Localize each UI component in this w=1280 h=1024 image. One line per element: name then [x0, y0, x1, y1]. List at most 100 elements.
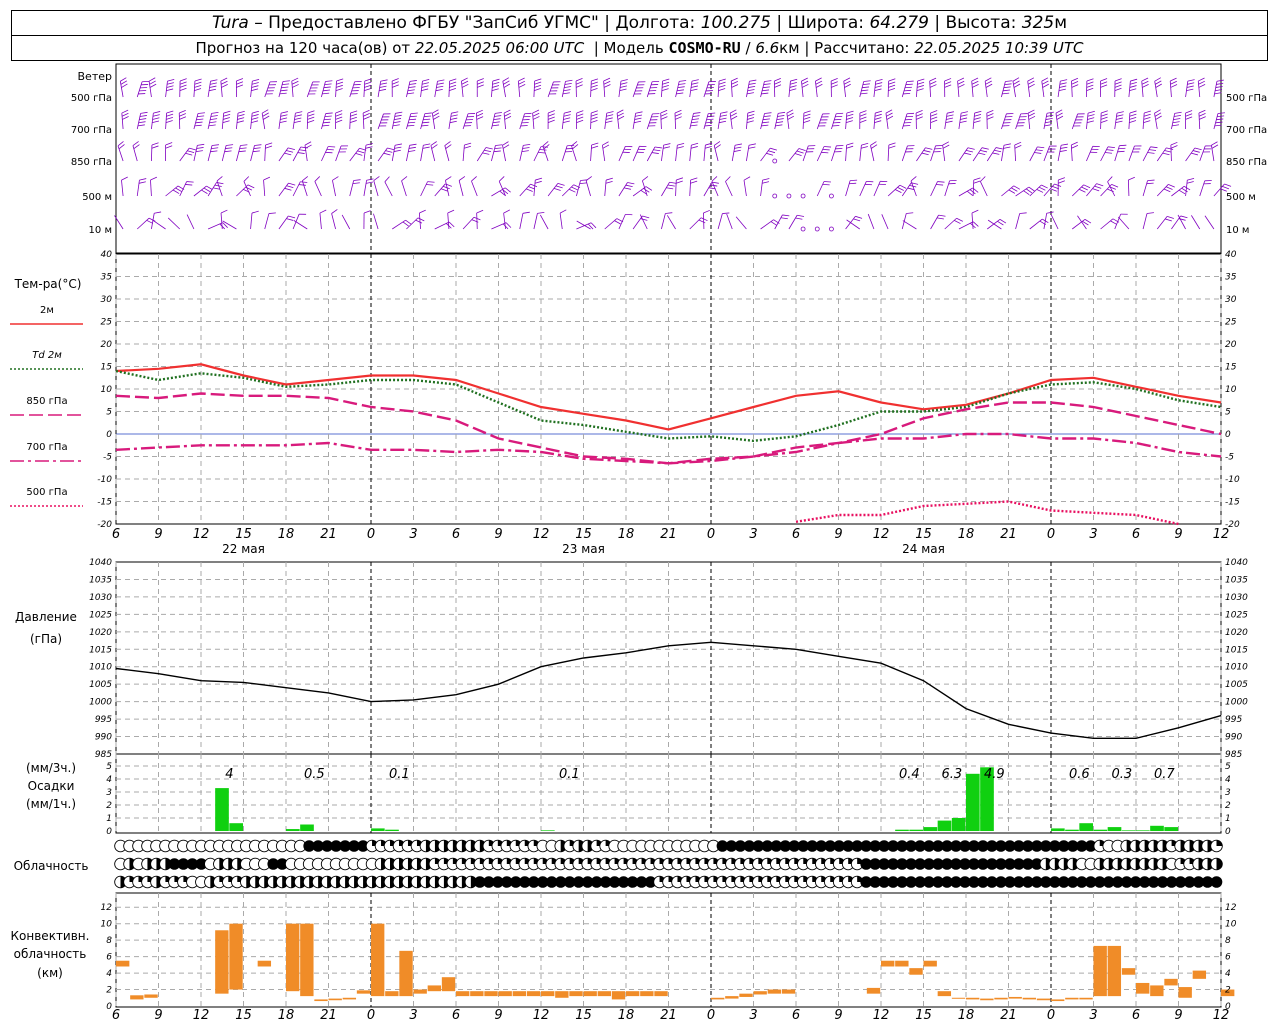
wind-barb-feather: [1163, 188, 1171, 193]
wind-barb-feather: [394, 118, 402, 120]
wind-barb-feather: [392, 84, 399, 88]
wind-barb-feather: [220, 77, 228, 82]
wind-barb-feather: [319, 209, 327, 214]
wind-barb-feather: [133, 144, 140, 149]
pressure-tick-right: 1030: [1225, 593, 1248, 603]
cloud-overcast-symbol: [545, 876, 558, 888]
wind-barb-feather: [288, 215, 296, 219]
wind-barb-feather: [564, 86, 572, 88]
wind-barb: [178, 112, 181, 130]
wind-barb: [929, 81, 931, 98]
pressure-tick-right: 1005: [1225, 680, 1248, 690]
cloud-overcast-symbol: [869, 876, 881, 888]
wind-barb: [916, 81, 918, 98]
wind-barb-feather: [1150, 146, 1158, 149]
wind-barb-feather: [196, 147, 204, 149]
wind-barb-feather: [251, 210, 259, 214]
wind-barb-feather: [286, 150, 294, 153]
wind-barb: [1114, 145, 1120, 162]
wind-barb-feather: [534, 88, 541, 91]
wind-barb-feather: [563, 89, 571, 92]
wind-barb: [444, 145, 450, 162]
wind-barb-feather: [443, 185, 450, 190]
hour-label-temp: 18: [278, 527, 295, 542]
cloud-overcast-symbol: [509, 876, 522, 888]
wind-barb-feather: [117, 141, 124, 147]
wind-barb: [746, 81, 750, 98]
conv-cloud-bar: [512, 991, 527, 997]
wind-barb-feather: [762, 86, 770, 89]
wind-barb-feather: [929, 77, 937, 82]
wind-barb-feather: [676, 146, 684, 149]
wind-barb: [901, 81, 908, 98]
cloud-overcast-symbol: [752, 840, 765, 852]
wind-barb-feather: [603, 80, 611, 85]
hour-label-bottom: 15: [915, 1008, 932, 1023]
precip-bar: [966, 773, 980, 831]
wind-barb-feather: [437, 79, 445, 82]
wind-barb-feather: [1170, 80, 1177, 85]
wind-barb: [585, 180, 591, 197]
cloud-overcast-symbol: [1066, 840, 1079, 852]
wind-barb: [136, 81, 143, 98]
wind-barb: [114, 215, 124, 230]
wind-barb: [1029, 184, 1042, 197]
wind-barb-feather: [831, 84, 838, 88]
wind-barb-feather: [981, 147, 989, 150]
wind-barb-feather: [216, 176, 223, 182]
wind-barb: [278, 215, 289, 230]
wind-barb: [335, 81, 337, 98]
wind-barb: [980, 181, 988, 197]
precip-bar: [895, 829, 909, 831]
wind-barb-feather: [534, 78, 542, 82]
wind-barb: [243, 181, 251, 197]
wind-barb-feather: [859, 110, 867, 114]
wind-barb-feather: [186, 181, 194, 183]
altitude-value: 325: [1021, 13, 1055, 33]
pressure-tick-right: 1020: [1225, 628, 1248, 638]
wind-barb-feather: [985, 80, 992, 85]
conv-cloud-bar: [399, 950, 413, 997]
wind-barb-feather: [1211, 141, 1218, 146]
wind-barb-feather: [538, 151, 546, 154]
wind-barb: [675, 81, 680, 98]
cloud-overcast-symbol: [896, 840, 908, 852]
wind-barb-feather: [335, 88, 343, 91]
wind-barb-feather: [477, 78, 484, 82]
temp-tick-right: 40: [1225, 250, 1237, 260]
pressure-tick-left: 1030: [89, 593, 112, 603]
wind-barb: [867, 213, 875, 230]
wind-barb-feather: [718, 84, 726, 88]
wind-barb: [846, 219, 860, 230]
wind-barb-feather: [220, 209, 228, 214]
wind-barb-feather: [464, 142, 472, 146]
hour-label-bottom: 18: [278, 1008, 295, 1023]
wind-barb-feather: [1217, 112, 1225, 114]
wind-barb-feather: [179, 81, 187, 85]
wind-barb-feather: [888, 78, 896, 82]
wind-barb: [420, 81, 423, 98]
wind-barb: [859, 145, 862, 162]
wind-barb-feather: [137, 124, 145, 127]
wind-barb: [760, 147, 771, 162]
wind-barb-feather: [166, 85, 174, 88]
wind-barb-feather: [526, 188, 533, 192]
conv-cloud-bar: [470, 991, 484, 997]
wind-barb-feather: [766, 152, 774, 156]
wind-barb-feather: [749, 79, 757, 82]
wind-barb-feather: [1215, 85, 1223, 88]
wind-barb-feather: [140, 111, 148, 114]
wind-barb: [462, 145, 465, 162]
wind-level-left: 10 м: [89, 225, 112, 236]
wind-barb-feather: [605, 120, 613, 124]
cloud-overcast-symbol: [734, 840, 747, 852]
cloud-overcast-symbol: [878, 840, 890, 852]
wind-barb-feather: [423, 115, 432, 118]
conv-cloud-bar: [456, 991, 470, 997]
day-label: 24 мая: [902, 542, 945, 556]
wind-barb-feather: [240, 144, 248, 146]
conv-cloud-bar: [923, 960, 937, 967]
wind-barb-feather: [210, 115, 218, 117]
wind-barb-feather: [614, 220, 621, 225]
wind-barb-feather: [444, 141, 451, 146]
